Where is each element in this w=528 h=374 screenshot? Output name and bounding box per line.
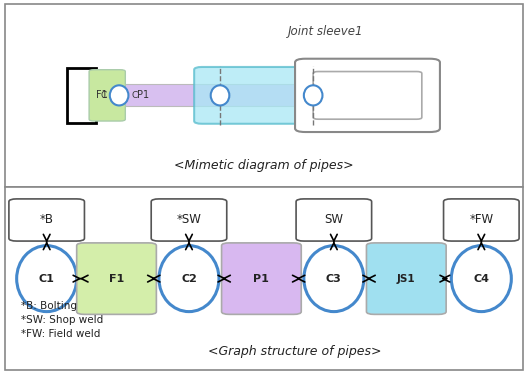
FancyBboxPatch shape <box>103 85 300 106</box>
Ellipse shape <box>451 246 511 312</box>
Text: P1: P1 <box>137 91 149 100</box>
FancyBboxPatch shape <box>68 68 96 123</box>
FancyBboxPatch shape <box>296 199 372 241</box>
Ellipse shape <box>17 246 77 312</box>
Text: Joint sleeve1: Joint sleeve1 <box>288 25 364 38</box>
Text: C3: C3 <box>326 274 342 283</box>
Text: <Graph structure of pipes>: <Graph structure of pipes> <box>209 346 382 358</box>
Text: F1: F1 <box>96 91 108 100</box>
FancyBboxPatch shape <box>151 199 227 241</box>
FancyBboxPatch shape <box>77 243 156 315</box>
Text: C2: C2 <box>181 274 197 283</box>
Text: C4: C4 <box>473 274 489 283</box>
Text: *SW: *SW <box>176 214 201 227</box>
Text: *B: Bolting
*SW: Shop weld
*FW: Field weld: *B: Bolting *SW: Shop weld *FW: Field we… <box>21 301 103 338</box>
Ellipse shape <box>159 246 219 312</box>
FancyBboxPatch shape <box>9 199 84 241</box>
FancyBboxPatch shape <box>444 199 519 241</box>
Text: C: C <box>131 91 137 100</box>
Ellipse shape <box>304 85 323 105</box>
FancyBboxPatch shape <box>5 187 523 370</box>
Text: C1: C1 <box>39 274 54 283</box>
FancyBboxPatch shape <box>313 71 422 119</box>
Text: <Mimetic diagram of pipes>: <Mimetic diagram of pipes> <box>174 159 354 172</box>
FancyBboxPatch shape <box>5 4 523 187</box>
Text: C: C <box>101 91 107 100</box>
FancyBboxPatch shape <box>194 67 324 124</box>
FancyBboxPatch shape <box>89 70 125 121</box>
Text: F1: F1 <box>109 274 124 283</box>
Text: P1: P1 <box>253 274 269 283</box>
Ellipse shape <box>211 85 229 105</box>
FancyBboxPatch shape <box>222 243 301 315</box>
Ellipse shape <box>304 246 364 312</box>
FancyBboxPatch shape <box>295 59 440 132</box>
Text: JS1: JS1 <box>397 274 416 283</box>
Text: *B: *B <box>40 214 54 227</box>
Text: SW: SW <box>324 214 343 227</box>
Ellipse shape <box>110 85 128 105</box>
Text: *FW: *FW <box>469 214 493 227</box>
FancyBboxPatch shape <box>366 243 446 315</box>
